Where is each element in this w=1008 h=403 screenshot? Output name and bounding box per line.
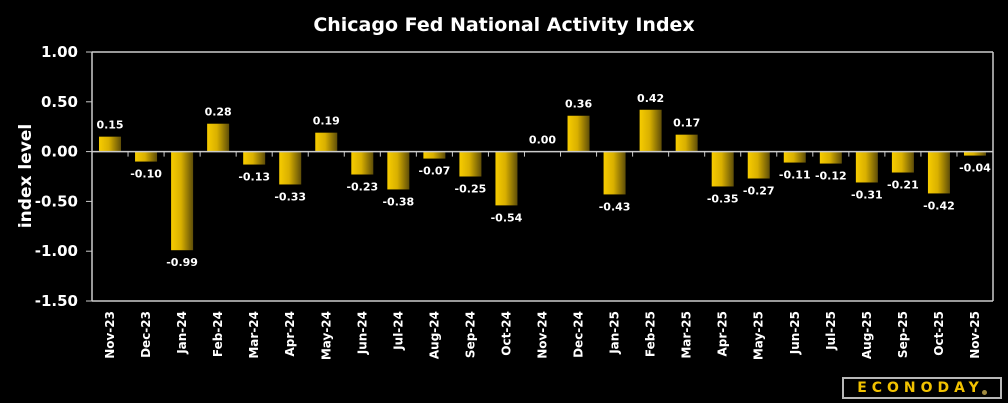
x-tick-label: Jan-25 bbox=[608, 311, 622, 355]
bar-feb-24 bbox=[207, 123, 230, 152]
data-label: -0.99 bbox=[166, 256, 198, 269]
bar-may-25 bbox=[747, 151, 770, 179]
data-label: -0.07 bbox=[419, 165, 451, 178]
data-label: -0.54 bbox=[491, 211, 523, 224]
x-tick-label: Sep-25 bbox=[896, 311, 910, 358]
data-label: 0.00 bbox=[529, 134, 556, 147]
y-tick-label: -1.00 bbox=[35, 242, 78, 260]
x-tick-label: Nov-25 bbox=[968, 311, 982, 359]
x-tick-label: Sep-24 bbox=[463, 311, 477, 358]
x-tick-label: Aug-25 bbox=[860, 311, 874, 359]
x-tick-label: Mar-25 bbox=[680, 311, 694, 359]
data-label: -0.35 bbox=[707, 192, 739, 205]
y-axis-label: index level bbox=[16, 124, 36, 228]
data-label: -0.27 bbox=[743, 184, 775, 197]
bar-jul-25 bbox=[819, 151, 842, 164]
y-axis: 1.00 0.50 0.00 -0.50 -1.00 -1.50 bbox=[35, 43, 92, 310]
data-label: -0.11 bbox=[779, 169, 811, 182]
data-label: -0.42 bbox=[923, 199, 955, 212]
y-tick-label: -0.50 bbox=[35, 192, 78, 210]
bar-dec-24 bbox=[567, 115, 590, 152]
x-tick-label: Oct-24 bbox=[499, 311, 513, 356]
chart-title: Chicago Fed National Activity Index bbox=[313, 14, 694, 36]
data-labels: 0.15 -0.10 -0.99 0.28 -0.13 -0.33 0.19 -0.23 -0.… bbox=[96, 92, 991, 269]
bar-apr-24 bbox=[279, 151, 302, 185]
bar-nov-25 bbox=[963, 151, 986, 156]
bar-mar-25 bbox=[675, 134, 698, 152]
bar-aug-25 bbox=[855, 151, 878, 183]
x-tick-label: Aug-24 bbox=[427, 311, 441, 359]
econoday-logo: ECONODAY bbox=[842, 377, 1002, 399]
bar-sep-24 bbox=[459, 151, 482, 177]
data-label: -0.23 bbox=[346, 181, 378, 194]
x-tick-label: Nov-24 bbox=[536, 311, 550, 359]
bar-dec-23 bbox=[135, 151, 158, 162]
x-tick-label: Nov-23 bbox=[103, 311, 117, 359]
data-label: -0.10 bbox=[130, 168, 162, 181]
bar-jun-24 bbox=[351, 151, 374, 175]
y-tick-label: 0.50 bbox=[41, 93, 78, 111]
data-label: 0.15 bbox=[96, 119, 123, 132]
data-label: 0.42 bbox=[637, 92, 664, 105]
data-label: -0.43 bbox=[599, 200, 631, 213]
bar-aug-24 bbox=[423, 151, 446, 159]
x-tick-label: Dec-24 bbox=[572, 311, 586, 358]
x-tick-label: Jul-24 bbox=[391, 311, 405, 351]
x-tick-label: May-25 bbox=[752, 311, 766, 360]
bar-apr-25 bbox=[711, 151, 734, 187]
data-label: -0.33 bbox=[274, 190, 306, 203]
x-tick-label: Mar-24 bbox=[247, 311, 261, 359]
plot-frame bbox=[91, 51, 994, 302]
x-tick-label: Oct-25 bbox=[932, 311, 946, 356]
y-tick-label: 1.00 bbox=[41, 43, 78, 61]
data-label: -0.04 bbox=[959, 162, 991, 175]
x-tick-label: Apr-24 bbox=[283, 311, 297, 356]
bar-oct-24 bbox=[495, 151, 518, 206]
x-tick-label: Feb-24 bbox=[211, 311, 225, 357]
bars bbox=[99, 109, 986, 251]
x-tick-label: May-24 bbox=[319, 311, 333, 360]
bar-jun-25 bbox=[783, 151, 806, 163]
data-label: -0.38 bbox=[382, 195, 414, 208]
data-label: -0.21 bbox=[887, 179, 919, 192]
x-tick-label: Dec-23 bbox=[139, 311, 153, 358]
bar-sep-25 bbox=[891, 151, 914, 173]
data-label: -0.31 bbox=[851, 188, 883, 201]
data-label: -0.25 bbox=[455, 183, 487, 196]
registered-mark-icon bbox=[981, 389, 987, 395]
bar-feb-25 bbox=[639, 109, 662, 152]
bar-oct-25 bbox=[927, 151, 950, 194]
x-tick-label: Jul-25 bbox=[824, 311, 838, 351]
x-tick-label: Jun-24 bbox=[355, 311, 369, 355]
bar-jan-24 bbox=[171, 151, 194, 251]
data-label: 0.28 bbox=[205, 106, 232, 119]
bar-may-24 bbox=[315, 132, 338, 152]
logo-text: ECONODAY bbox=[857, 380, 984, 396]
data-label: -0.12 bbox=[815, 170, 847, 183]
x-tick-label: Apr-25 bbox=[716, 311, 730, 356]
data-label: 0.36 bbox=[565, 98, 592, 111]
y-tick-label: 0.00 bbox=[41, 143, 78, 161]
y-tick-label: -1.50 bbox=[35, 292, 78, 310]
x-tick-label: Feb-25 bbox=[644, 311, 658, 357]
bar-jan-25 bbox=[603, 151, 626, 195]
data-label: 0.17 bbox=[673, 117, 700, 130]
data-label: -0.13 bbox=[238, 171, 270, 184]
x-axis: Nov-23 Dec-23 Jan-24 Feb-24 Mar-24 Apr-24 May-… bbox=[103, 311, 982, 360]
x-tick-label: Jun-25 bbox=[788, 311, 802, 355]
x-tick-label: Jan-24 bbox=[175, 311, 189, 355]
bar-mar-24 bbox=[243, 151, 266, 165]
bar-jul-24 bbox=[387, 151, 410, 190]
data-label: 0.19 bbox=[313, 115, 340, 128]
bar-nov-23 bbox=[99, 136, 122, 152]
